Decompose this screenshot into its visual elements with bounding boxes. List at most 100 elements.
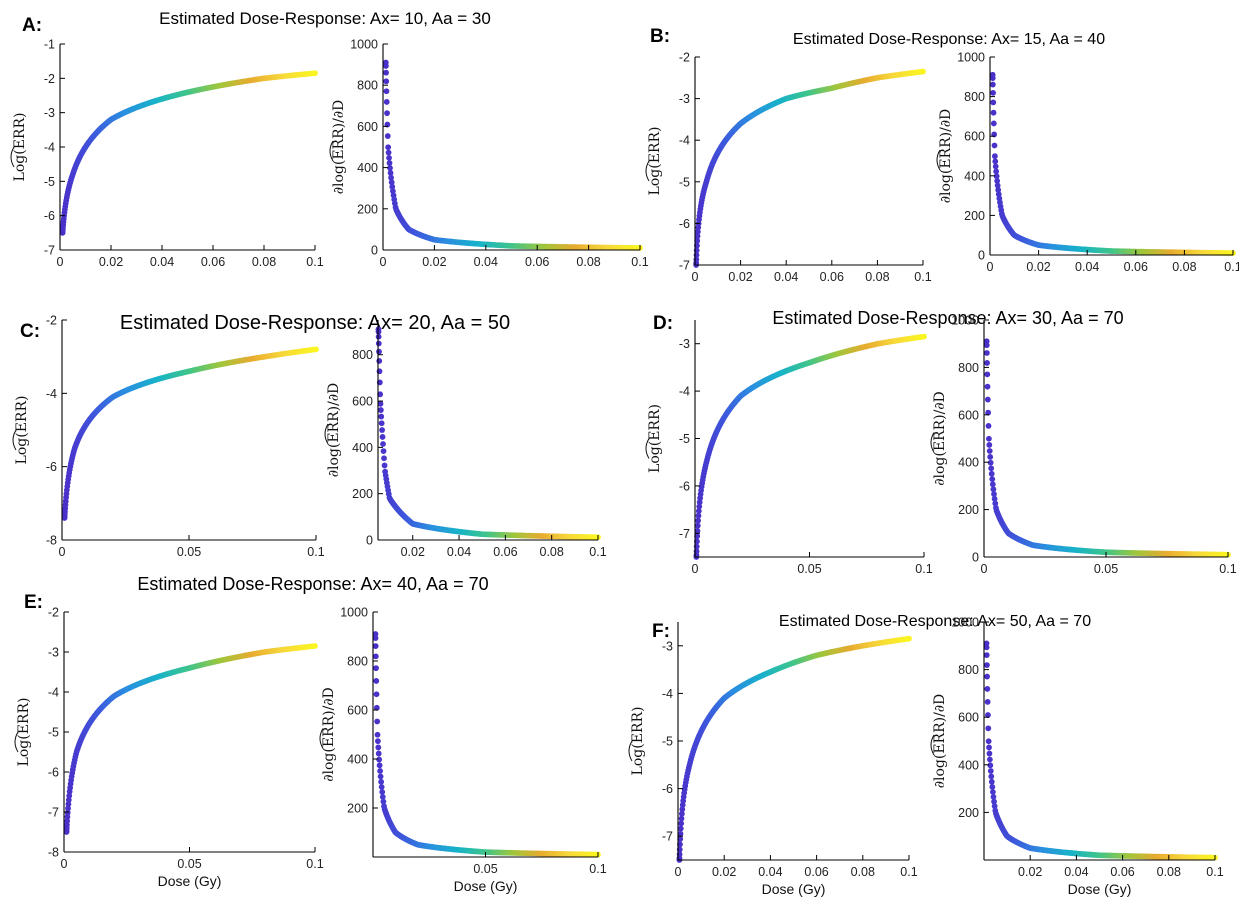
data-point [380, 448, 387, 454]
data-point [991, 153, 998, 160]
y-tick-label: -3 [679, 337, 690, 351]
data-point [677, 830, 684, 837]
x-tick-label: 0.04 [1075, 260, 1099, 274]
y-tick-label: 1000 [957, 51, 985, 65]
y-tick-label: -5 [679, 432, 690, 446]
y-axis-label: ∂log(ERR)/∂D [932, 694, 948, 789]
data-point [992, 500, 999, 507]
y-axis-label: ∂log(ERR)/∂D [321, 687, 337, 782]
data-point [989, 789, 996, 795]
y-tick-label: -4 [662, 687, 673, 701]
data-point [991, 491, 997, 498]
x-tick-label: 0.05 [797, 562, 821, 576]
y-tick-label: 200 [352, 487, 373, 501]
y-tick-label: -8 [46, 534, 57, 548]
y-tick-label: -6 [46, 460, 57, 474]
data-point [383, 99, 390, 105]
x-tick-label: 0 [987, 260, 994, 274]
data-point [678, 815, 685, 822]
data-point [373, 678, 380, 684]
data-point [376, 762, 383, 769]
data-point [377, 407, 384, 413]
hat-accent [14, 731, 19, 753]
data-point [312, 643, 318, 649]
data-point [312, 70, 318, 77]
data-point [984, 383, 991, 390]
x-tick-label: 0 [380, 255, 387, 269]
a-left-axes: 0 0.02 0.04 0.06 0.08 0.1 -7 -6 -5 -4 -3 -2 -1 Log(ER… [10, 38, 324, 269]
y-axis-label: Log(ERR) [630, 707, 646, 776]
hat-accent [628, 740, 633, 762]
data-point [987, 762, 994, 769]
x-tick-label: 0.04 [758, 865, 782, 879]
data-point [376, 358, 383, 364]
data-point [65, 805, 71, 812]
data-point [990, 793, 997, 800]
data-point [695, 517, 701, 524]
data-point [921, 333, 927, 340]
data-point [994, 182, 1001, 189]
data-point [995, 187, 1002, 193]
data-point [388, 174, 394, 181]
data-point [376, 348, 382, 355]
data-point [988, 778, 995, 785]
panel-letter-a: A: [22, 15, 42, 36]
y-axis-label: ∂log(ERR)/∂D [331, 100, 347, 195]
panel-title-c: Estimated Dose-Response: Ax= 20, Aa = 50 [120, 312, 510, 334]
x-tick-label: 0 [981, 562, 988, 576]
b-left-series [693, 68, 926, 268]
x-tick-label: 0.1 [915, 562, 932, 576]
y-axis-label: Log(ERR) [647, 127, 663, 196]
y-tick-label: -3 [44, 106, 55, 120]
x-tick-label: 0.04 [774, 270, 798, 284]
x-axis-label: Dose (Gy) [762, 881, 826, 897]
x-axis-label: Dose (Gy) [1068, 881, 1132, 897]
d-right-axes: 0 0.05 0.1 0 200 400 600 800 1000 ∂log(ERR)/∂D [930, 314, 1237, 576]
y-tick-label: -4 [44, 141, 55, 155]
y-axis-label: ∂log(ERR)/∂D [326, 383, 342, 478]
d-left-series [693, 333, 927, 560]
data-point [983, 644, 990, 651]
x-tick-label: 0 [692, 270, 699, 284]
data-point [385, 144, 392, 151]
y-tick-label: 1000 [951, 314, 979, 328]
hat-accent [930, 734, 935, 756]
hat-accent [319, 728, 324, 749]
y-tick-label: 600 [347, 704, 368, 718]
data-point [677, 836, 684, 842]
data-point [983, 350, 990, 356]
x-tick-label: 0.08 [576, 255, 600, 269]
data-point [377, 391, 384, 398]
data-point [984, 360, 990, 366]
x-tick-label: 0.08 [540, 545, 564, 559]
hat-accent [930, 432, 935, 453]
panel-letter-c: C: [20, 321, 40, 342]
data-point [988, 470, 995, 477]
data-point [383, 69, 389, 76]
y-tick-label: -3 [679, 92, 690, 106]
x-tick-label: 0.1 [914, 270, 931, 284]
data-point [375, 744, 382, 751]
data-point [694, 522, 701, 529]
data-point [380, 441, 386, 447]
y-axis-label: Log(ERR) [647, 404, 663, 473]
panel-title-e: Estimated Dose-Response: Ax= 40, Aa = 70 [137, 574, 488, 594]
panel-title-d: Estimated Dose-Response: Ax= 30, Aa = 70 [772, 308, 1123, 328]
y-tick-label: -2 [48, 606, 59, 620]
y-tick-label: -6 [662, 782, 673, 796]
data-point [379, 793, 386, 800]
x-tick-label: 0.1 [1224, 260, 1239, 274]
data-point [383, 78, 390, 85]
data-point [379, 789, 386, 795]
panel-title-f: Estimated Dose-Response: Ax= 50, Aa = 70 [779, 613, 1091, 630]
data-point [985, 738, 992, 745]
x-tick-label: 0.06 [1110, 865, 1134, 879]
y-axis-label: Log(ERR) [14, 396, 30, 465]
panel-letter-f: F: [652, 621, 670, 642]
data-point [984, 686, 991, 692]
data-point [985, 725, 992, 732]
data-point [992, 158, 999, 165]
x-tick-label: 0.1 [589, 862, 606, 876]
data-point [990, 120, 997, 127]
x-tick-label: 0.04 [1064, 865, 1088, 879]
